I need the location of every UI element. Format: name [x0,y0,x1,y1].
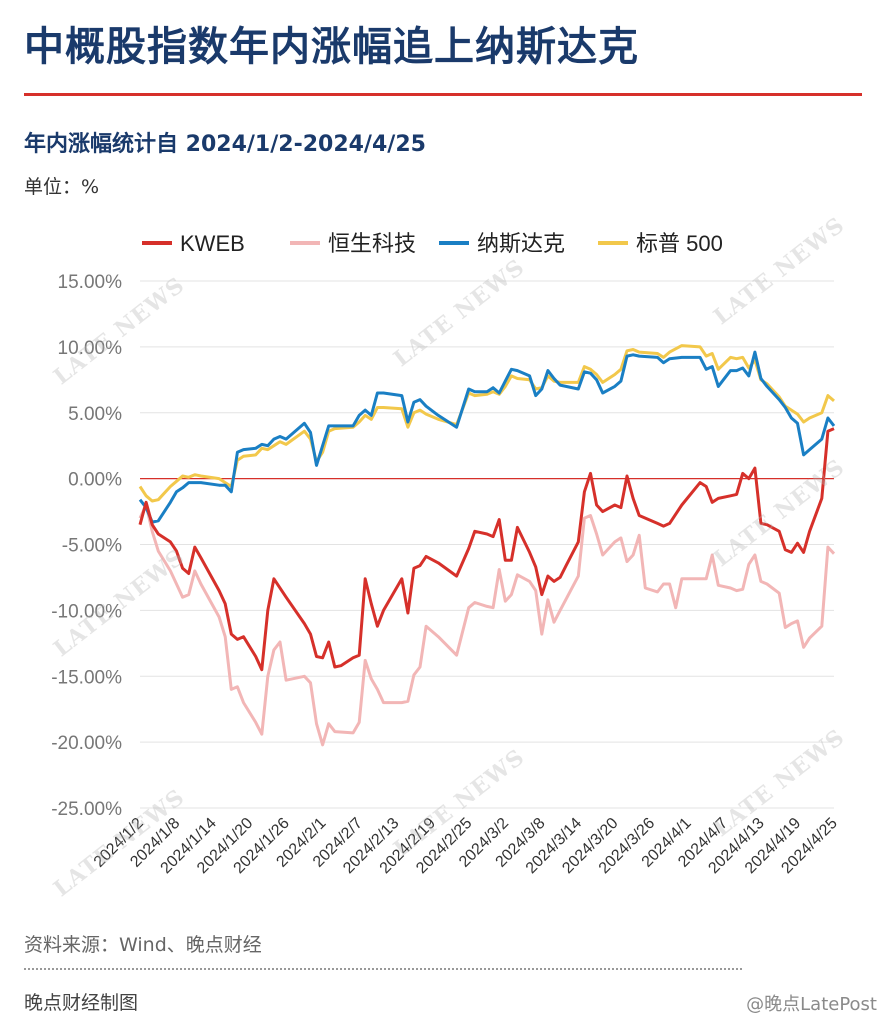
legend-label: 纳斯达克 [477,231,565,256]
series-line-0 [138,427,835,672]
title-divider [24,93,862,96]
series-line-2 [138,350,836,524]
y-axis: 15.00% 10.00% 5.00% 0.00% -5.00% -10.00% -15.0… [51,272,122,820]
page-title: 中概股指数年内涨幅追上纳斯达克 [24,24,639,70]
y-tick-label: -15.00% [51,667,122,688]
legend-label: 恒生科技 [328,231,416,256]
y-tick-label: 15.00% [58,272,123,293]
chart-credit: 晚点财经制图 [24,992,139,1014]
series-line-3 [138,344,835,503]
chart-grid [140,280,834,809]
line-chart: KWEB 恒生科技 纳斯达克 标普 500 15.00% 10.00% 5.00% 0.00… [51,231,841,877]
y-tick-label: 5.00% [68,404,122,425]
chart-subtitle: 年内涨幅统计自 2024/1/2-2024/4/25 [24,132,426,157]
y-tick-label: -25.00% [51,799,122,820]
y-tick-label: -5.00% [62,536,122,557]
legend-label: KWEB [180,231,245,256]
series-line-1 [138,503,836,747]
y-tick-label: -20.00% [51,733,122,754]
unit-label: 单位：% [24,176,100,198]
y-tick-label: 0.00% [68,470,122,491]
chart-legend: KWEB 恒生科技 纳斯达克 标普 500 [142,231,723,256]
legend-label: 标普 500 [636,231,723,256]
data-source: 资料来源：Wind、晚点财经 [24,934,262,956]
y-tick-label: -10.00% [51,601,122,622]
chart-series [138,344,836,747]
weibo-handle: @晚点LatePost [746,994,877,1015]
footer-divider [24,968,742,970]
y-tick-label: 10.00% [58,338,123,359]
